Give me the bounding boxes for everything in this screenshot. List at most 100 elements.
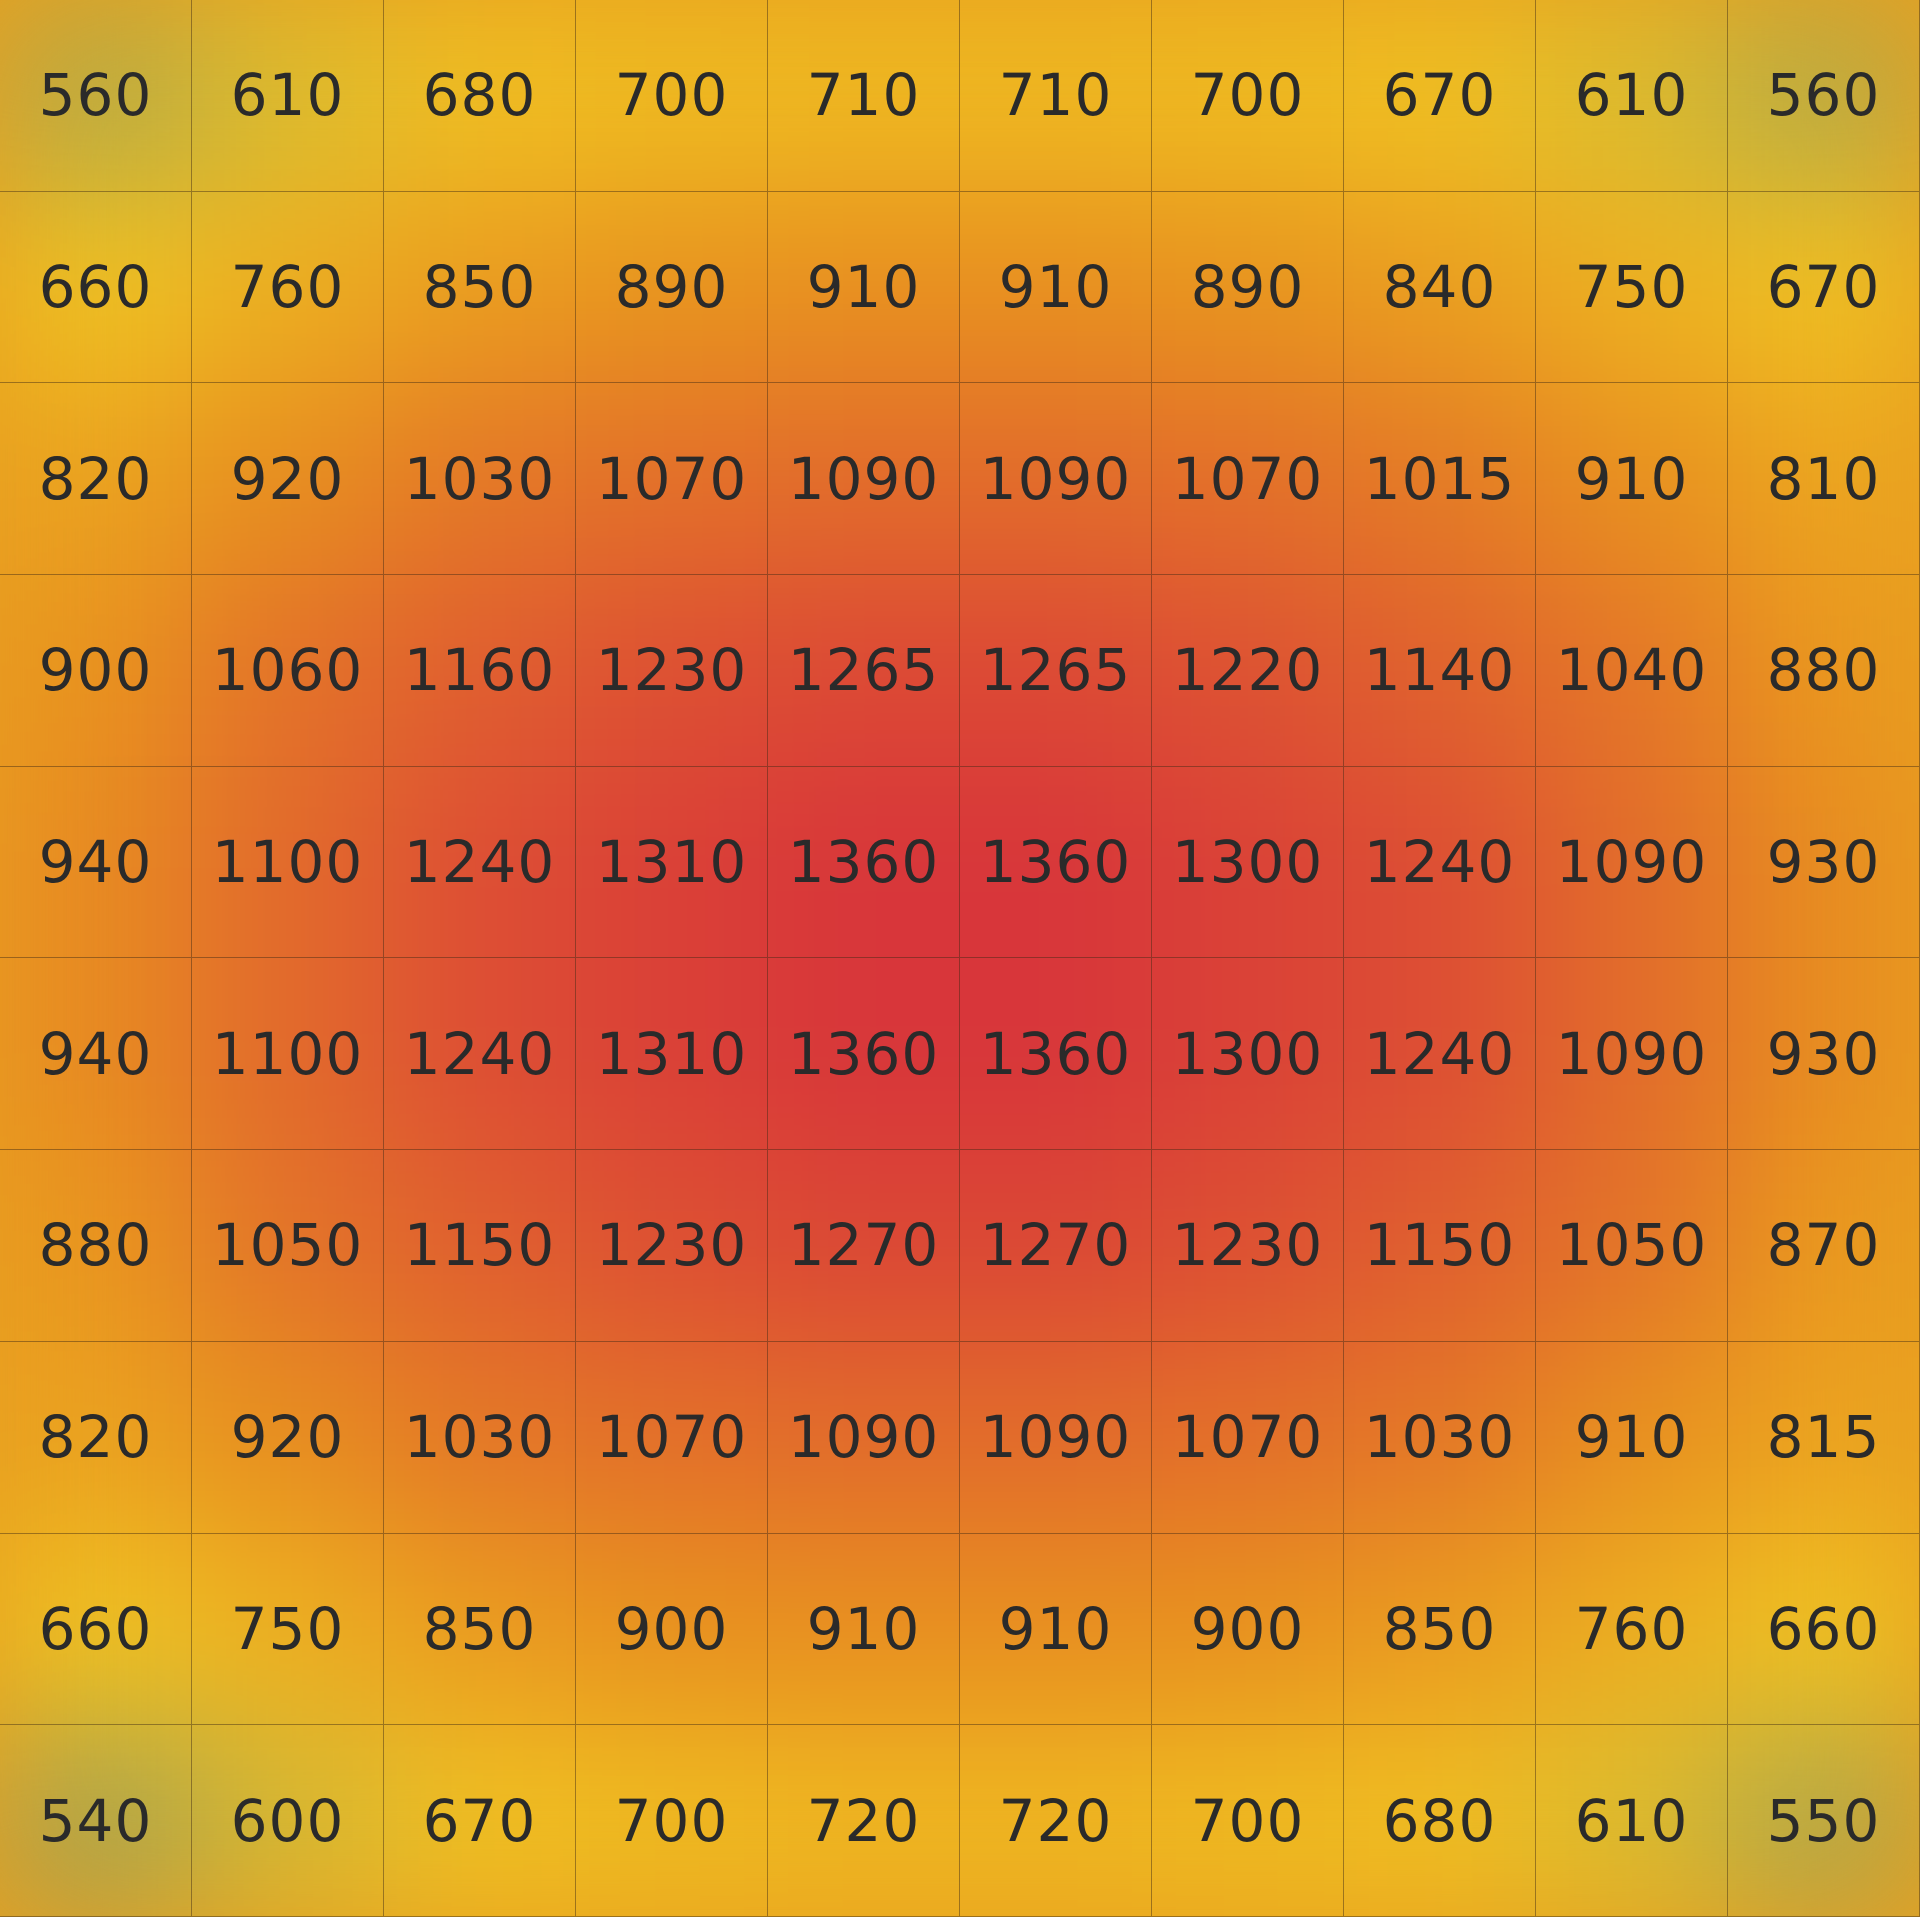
heatmap-color-patch — [384, 1533, 576, 1726]
heatmap-cell: 700 — [1152, 0, 1344, 192]
heatmap-color-patch — [768, 0, 960, 192]
heatmap-color-patch — [768, 383, 960, 576]
heatmap-cell: 1360 — [768, 766, 960, 959]
heatmap-color-patch — [1536, 1533, 1728, 1726]
heatmap-cell: 550 — [1728, 1725, 1920, 1917]
heatmap-cell: 850 — [384, 1533, 576, 1726]
heatmap-cell: 1070 — [576, 1341, 768, 1534]
heatmap-color-patch — [1728, 1725, 1920, 1917]
heatmap-cell: 1265 — [768, 575, 960, 767]
heatmap-color-patch — [1344, 575, 1536, 767]
heatmap-color-patch — [192, 1533, 384, 1726]
heatmap-color-patch — [576, 1150, 768, 1342]
heatmap-cell: 870 — [1728, 1150, 1920, 1342]
heatmap-cell: 1030 — [384, 1341, 576, 1534]
heatmap-color-patch — [960, 1725, 1152, 1917]
heatmap-color-patch — [1152, 575, 1344, 767]
heatmap-cell: 610 — [192, 0, 384, 192]
heatmap-color-patch — [1152, 766, 1344, 959]
heatmap-cell: 1240 — [384, 958, 576, 1151]
heatmap-cell: 1310 — [576, 958, 768, 1151]
heatmap-color-patch — [0, 1150, 192, 1342]
heatmap-cell: 840 — [1344, 191, 1536, 384]
heatmap-cell: 1160 — [384, 575, 576, 767]
heatmap-color-patch — [576, 191, 768, 384]
heatmap-color-patch — [1536, 575, 1728, 767]
heatmap-cell: 660 — [0, 191, 192, 384]
heatmap-color-patch — [384, 383, 576, 576]
heatmap-color-patch — [1536, 1150, 1728, 1342]
heatmap-cell: 910 — [768, 1533, 960, 1726]
heatmap-color-patch — [576, 575, 768, 767]
heatmap-color-patch — [0, 766, 192, 959]
heatmap-cell: 1150 — [384, 1150, 576, 1342]
heatmap-color-patch — [384, 1150, 576, 1342]
heatmap-cell: 750 — [1536, 191, 1728, 384]
heatmap-color-patch — [576, 383, 768, 576]
heatmap-color-patch — [768, 1341, 960, 1534]
heatmap-color-patch — [192, 1725, 384, 1917]
heatmap-color-patch — [576, 0, 768, 192]
heatmap-cell: 610 — [1536, 1725, 1728, 1917]
heatmap-cell: 930 — [1728, 958, 1920, 1151]
heatmap-cell: 1090 — [960, 1341, 1152, 1534]
heatmap-cell: 1140 — [1344, 575, 1536, 767]
heatmap-cell: 720 — [960, 1725, 1152, 1917]
heatmap-cell: 1060 — [192, 575, 384, 767]
heatmap-color-patch — [1344, 1533, 1536, 1726]
heatmap-cell: 760 — [1536, 1533, 1728, 1726]
heatmap-cell: 710 — [960, 0, 1152, 192]
heatmap-color-patch — [960, 383, 1152, 576]
heatmap-cell: 670 — [1344, 0, 1536, 192]
heatmap-cell: 670 — [1728, 191, 1920, 384]
heatmap-color-patch — [1152, 1533, 1344, 1726]
heatmap-cell: 850 — [1344, 1533, 1536, 1726]
heatmap-cell: 910 — [960, 191, 1152, 384]
heatmap-color-patch — [1536, 1725, 1728, 1917]
heatmap-color-patch — [768, 1725, 960, 1917]
heatmap-color-patch — [1536, 958, 1728, 1151]
heatmap-cell: 1270 — [768, 1150, 960, 1342]
heatmap-cell: 1230 — [576, 1150, 768, 1342]
heatmap-color-patch — [1536, 766, 1728, 959]
heatmap-color-patch — [1728, 1533, 1920, 1726]
heatmap-color-patch — [960, 1150, 1152, 1342]
heatmap-color-patch — [1728, 383, 1920, 576]
heatmap-cell: 1100 — [192, 766, 384, 959]
heatmap-cell: 1265 — [960, 575, 1152, 767]
heatmap-color-patch — [192, 766, 384, 959]
heatmap-cell: 1050 — [192, 1150, 384, 1342]
heatmap-cell: 910 — [960, 1533, 1152, 1726]
heatmap-color-patch — [0, 575, 192, 767]
heatmap-color-patch — [1152, 0, 1344, 192]
heatmap-cell: 1070 — [1152, 383, 1344, 576]
heatmap-cell: 560 — [0, 0, 192, 192]
heatmap-cell: 660 — [1728, 1533, 1920, 1726]
heatmap-color-patch — [960, 191, 1152, 384]
heatmap-color-patch — [960, 958, 1152, 1151]
heatmap-cell: 610 — [1536, 0, 1728, 192]
heatmap-cell: 600 — [192, 1725, 384, 1917]
heatmap-color-patch — [0, 383, 192, 576]
heatmap-cell: 880 — [1728, 575, 1920, 767]
heatmap-cell: 815 — [1728, 1341, 1920, 1534]
heatmap-color-patch — [1728, 575, 1920, 767]
heatmap-cell: 890 — [576, 191, 768, 384]
heatmap-cell: 1150 — [1344, 1150, 1536, 1342]
heatmap-cell: 680 — [384, 0, 576, 192]
heatmap-color-patch — [0, 191, 192, 384]
heatmap-color-patch — [1344, 1725, 1536, 1917]
heatmap-cell: 1270 — [960, 1150, 1152, 1342]
heatmap-color-patch — [384, 575, 576, 767]
heatmap-cell: 540 — [0, 1725, 192, 1917]
heatmap-cell: 880 — [0, 1150, 192, 1342]
heatmap-color-patch — [768, 766, 960, 959]
heatmap-cell: 680 — [1344, 1725, 1536, 1917]
heatmap-color-patch — [1152, 191, 1344, 384]
heatmap-color-patch — [1536, 1341, 1728, 1534]
heatmap-color-patch — [576, 1725, 768, 1917]
heatmap-color-patch — [384, 0, 576, 192]
heatmap-cell: 670 — [384, 1725, 576, 1917]
heatmap-color-patch — [192, 1150, 384, 1342]
